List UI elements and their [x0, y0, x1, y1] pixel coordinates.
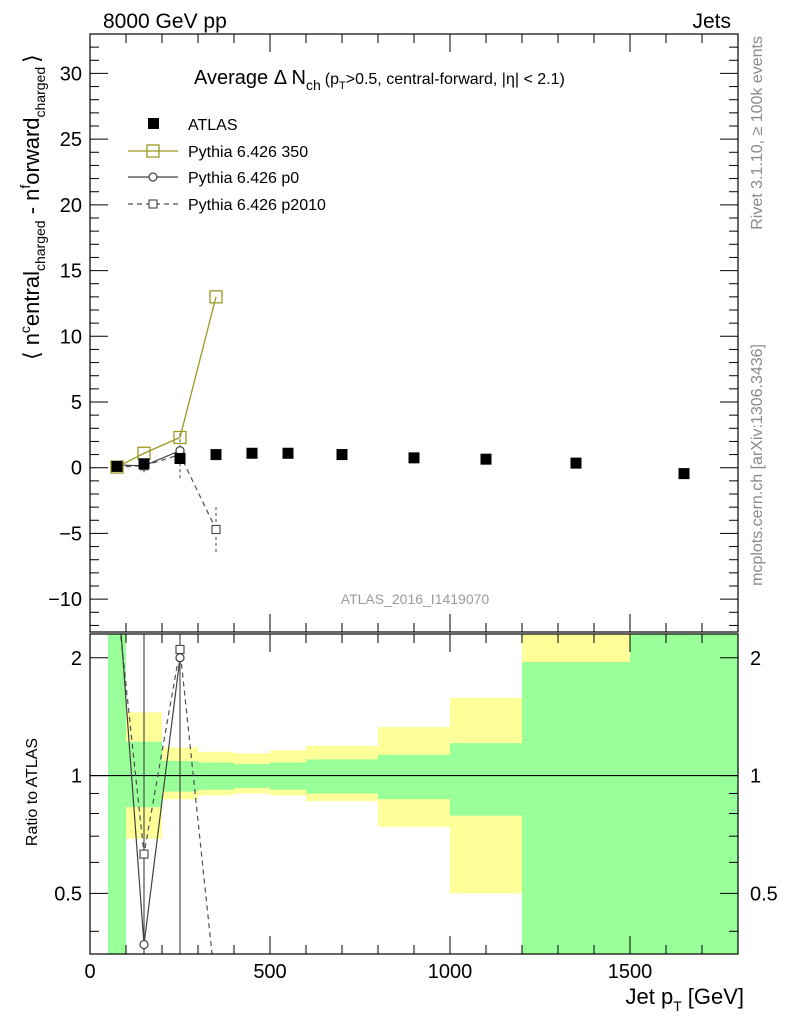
point-atlas	[570, 457, 582, 469]
legend-marker-atlas	[148, 118, 159, 129]
ratio-point-p0	[175, 653, 185, 663]
main-series	[110, 290, 690, 552]
ratio-ytick-label-right: 1	[750, 766, 761, 788]
ratio-panel: 0.5 0.5 1 1 2 2 0 500 1000 1500 Ratio to ATLAS Je…	[24, 633, 778, 1014]
main-frame	[89, 33, 739, 633]
title-cond-sub: T	[339, 80, 346, 92]
point-p2010	[211, 524, 221, 535]
point-350	[209, 290, 223, 304]
point-atlas	[174, 453, 186, 465]
ratio-ylabel: Ratio to ATLAS	[24, 738, 41, 846]
main-ytick-label: 0	[71, 458, 82, 480]
main-ytick-label: 30	[60, 63, 82, 85]
point-atlas	[210, 449, 222, 461]
ratio-series	[119, 634, 213, 954]
process-label: Jets	[692, 10, 731, 33]
band-green	[522, 662, 630, 954]
rivet-label: Rivet 3.1.10, ≥ 100k events	[749, 36, 766, 230]
main-ytick-label: 25	[60, 129, 82, 151]
ratio-ytick-label-right: 0.5	[750, 883, 778, 905]
mcplots-label: mcplots.cern.ch [arXiv:1306.3436]	[749, 344, 766, 586]
main-ylabel: ⟨ ncentralcharged - nforwardcharged⟩	[17, 54, 48, 360]
ratio-xtick-label: 1000	[428, 961, 473, 983]
legend-label-p0: Pythia 6.426 p0	[188, 170, 299, 187]
ratio-bands	[90, 634, 738, 954]
point-atlas	[111, 460, 123, 472]
title-main: Average Δ N	[194, 67, 306, 89]
plot-title: Average Δ Nch (pT>0.5, central-forward, |…	[194, 67, 565, 93]
legend-marker-p2010	[148, 199, 158, 209]
legend-label-atlas: ATLAS	[188, 117, 238, 134]
main-ytick-label: 10	[60, 326, 82, 348]
point-atlas	[246, 447, 258, 459]
legend-label-p2010: Pythia 6.426 p2010	[188, 197, 326, 214]
ratio-point-p0	[139, 939, 149, 950]
legend-label-350: Pythia 6.426 350	[188, 144, 308, 161]
band-green	[630, 634, 738, 954]
band-green	[450, 743, 522, 816]
legend-marker-350	[146, 144, 160, 158]
ratio-point-p2010	[139, 849, 149, 859]
energy-label: 8000 GeV pp	[103, 10, 227, 33]
ratio-xlabel: Jet pT [GeV]	[625, 984, 744, 1014]
series-line-350	[116, 296, 217, 468]
title-sub: ch	[306, 77, 321, 93]
title-cond: (p	[325, 71, 339, 88]
main-ytick-label: 20	[60, 195, 82, 217]
point-atlas	[678, 468, 690, 480]
ratio-ytick-label-left: 2	[71, 648, 82, 670]
main-ytick-label: −10	[48, 589, 82, 611]
band-green	[108, 634, 126, 954]
ratio-ytick-label-right: 2	[750, 648, 761, 670]
ratio-frame	[89, 633, 739, 955]
ratio-xtick-label: 500	[253, 961, 286, 983]
point-atlas	[336, 449, 348, 461]
title-cond-rest: >0.5, central-forward, |η| < 2.1)	[346, 71, 565, 88]
point-atlas	[282, 447, 294, 459]
main-ytick-label: 15	[60, 261, 82, 283]
point-350	[173, 430, 187, 445]
point-atlas	[408, 452, 420, 464]
main-panel: −10 −5 0 5 10 15 20 25 30 Average Δ Nch (pT>0.5, …	[17, 33, 739, 633]
ratio-xtick-label: 0	[84, 961, 95, 983]
point-350	[137, 446, 151, 460]
main-axis-ticks: −10 −5 0 5 10 15 20 25 30	[48, 33, 739, 632]
legend: ATLAS Pythia 6.426 350 Pythia 6.426 p0 P…	[128, 117, 326, 214]
band-green	[306, 759, 378, 794]
band-green	[378, 754, 450, 800]
legend-marker-p0	[148, 172, 158, 182]
ratio-line-p2010	[119, 634, 213, 954]
ratio-ytick-label-left: 1	[71, 766, 82, 788]
ratio-ytick-label-left: 0.5	[54, 883, 82, 905]
point-atlas	[480, 453, 492, 465]
series-line-p2010	[116, 453, 217, 530]
point-atlas	[138, 458, 150, 470]
ratio-xtick-label: 1500	[608, 961, 653, 983]
main-ytick-label: −5	[59, 523, 82, 545]
main-ytick-label: 5	[71, 392, 82, 414]
analysis-id-label: ATLAS_2016_I1419070	[341, 591, 490, 607]
ratio-point-p2010	[175, 644, 185, 655]
